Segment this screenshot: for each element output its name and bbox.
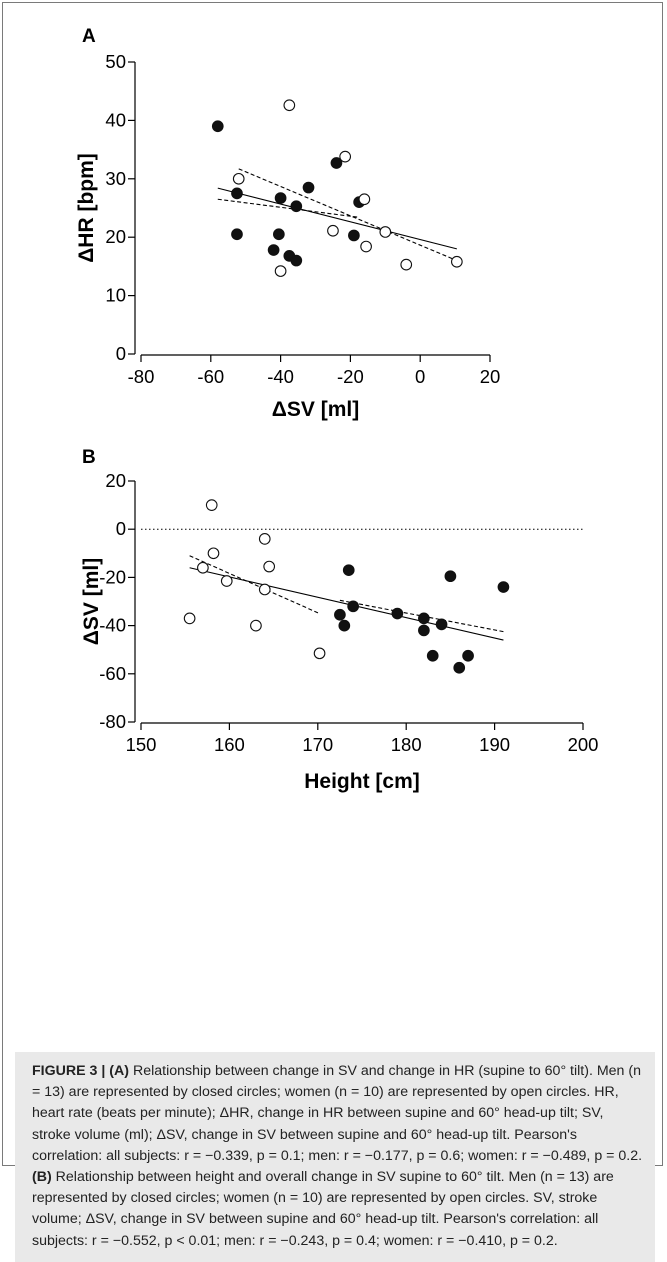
closed-circle-point bbox=[231, 187, 243, 200]
y-tick-label: 40 bbox=[105, 109, 126, 130]
caption-part-b-label: (B) bbox=[32, 1169, 52, 1186]
open-circle-point bbox=[220, 575, 233, 587]
open-circle-point bbox=[379, 226, 392, 238]
figure-caption: FIGURE 3 | (A) Relationship between chan… bbox=[15, 1052, 655, 1262]
open-circle-point bbox=[450, 255, 463, 268]
dashed-fit-line bbox=[217, 198, 360, 218]
x-tick-label: 180 bbox=[391, 734, 422, 755]
closed-circle-point bbox=[497, 581, 510, 593]
dashed-fit-line bbox=[189, 555, 320, 615]
closed-circle-point bbox=[231, 228, 243, 241]
caption-part-b-text: Relationship between height and overall … bbox=[32, 1169, 614, 1249]
y-axis-label: ΔHR [bpm] bbox=[75, 153, 98, 263]
open-circle-point bbox=[360, 240, 372, 253]
open-circle-point bbox=[400, 258, 413, 271]
open-circle-point bbox=[232, 172, 245, 185]
closed-circle-point bbox=[435, 618, 448, 631]
x-tick-label: -60 bbox=[197, 366, 224, 387]
closed-circle-point bbox=[391, 607, 404, 620]
caption-label: FIGURE 3 | bbox=[32, 1063, 106, 1079]
open-circle-point bbox=[250, 619, 262, 632]
open-circle-point bbox=[183, 612, 196, 625]
closed-circle-point bbox=[211, 120, 224, 133]
closed-circle-point bbox=[418, 612, 430, 625]
x-tick-label: -80 bbox=[128, 366, 155, 387]
closed-circle-point bbox=[347, 600, 360, 613]
dashed-fit-line bbox=[238, 168, 458, 262]
x-tick-label: 160 bbox=[214, 734, 245, 755]
open-circle-point bbox=[313, 647, 326, 660]
closed-circle-point bbox=[348, 229, 360, 242]
y-tick-label: -60 bbox=[99, 663, 126, 684]
closed-circle-point bbox=[444, 570, 457, 583]
x-tick-label: 0 bbox=[415, 366, 425, 387]
y-tick-label: 30 bbox=[105, 168, 126, 189]
caption-part-a-label: (A) bbox=[109, 1063, 129, 1079]
chart-panel-a: A -80 -60 -40 -20 0 20 0 10 20 30 40 50 ΔSV [ml] ΔHR [… bbox=[75, 26, 500, 421]
panel-label: B bbox=[82, 447, 96, 468]
y-tick-label: 0 bbox=[116, 343, 126, 364]
y-tick-label: 10 bbox=[105, 285, 126, 306]
open-circle-point bbox=[258, 583, 271, 596]
x-tick-label: 190 bbox=[479, 734, 510, 755]
open-circle-point bbox=[207, 547, 220, 560]
y-tick-label: -80 bbox=[99, 711, 126, 732]
solid-fit-line bbox=[189, 567, 504, 641]
x-tick-label: 200 bbox=[568, 734, 599, 755]
closed-circle-point bbox=[267, 244, 280, 256]
y-tick-label: 20 bbox=[105, 226, 126, 247]
open-circle-point bbox=[197, 561, 209, 574]
open-circle-point bbox=[327, 224, 339, 237]
closed-circle-point bbox=[418, 624, 430, 637]
x-tick-label: -20 bbox=[337, 366, 364, 387]
solid-fit-line bbox=[217, 187, 457, 250]
y-tick-label: 0 bbox=[116, 518, 126, 539]
closed-circle-point bbox=[273, 228, 285, 241]
open-circle-point bbox=[358, 193, 371, 206]
x-tick-label: 20 bbox=[480, 366, 501, 387]
closed-circle-point bbox=[462, 649, 474, 662]
x-tick-label: 170 bbox=[302, 734, 333, 755]
panel-label: A bbox=[82, 26, 96, 47]
x-axis-label: Height [cm] bbox=[304, 770, 420, 793]
caption-part-a-text: Relationship between change in SV and ch… bbox=[32, 1063, 643, 1164]
x-tick-label: 150 bbox=[126, 734, 157, 755]
y-tick-label: -40 bbox=[99, 615, 126, 636]
y-axis-label: ΔSV [ml] bbox=[80, 558, 103, 645]
closed-circle-point bbox=[342, 564, 355, 577]
closed-circle-point bbox=[274, 192, 287, 204]
closed-circle-point bbox=[334, 608, 346, 621]
closed-circle-point bbox=[290, 200, 303, 213]
y-tick-label: 20 bbox=[105, 470, 126, 491]
closed-circle-point bbox=[426, 649, 439, 662]
open-circle-point bbox=[274, 265, 287, 277]
closed-circle-point bbox=[330, 157, 343, 169]
open-circle-point bbox=[205, 499, 218, 511]
x-axis-label: ΔSV [ml] bbox=[272, 398, 359, 421]
x-tick-label: -40 bbox=[267, 366, 294, 387]
y-tick-label: 50 bbox=[105, 51, 126, 72]
open-circle-point bbox=[339, 150, 352, 163]
open-circle-point bbox=[283, 99, 296, 112]
closed-circle-point bbox=[290, 254, 303, 267]
open-circle-point bbox=[263, 560, 276, 573]
dashed-fit-line bbox=[339, 599, 504, 633]
closed-circle-point bbox=[302, 181, 315, 194]
y-tick-label: -20 bbox=[99, 566, 126, 587]
closed-circle-point bbox=[453, 661, 466, 674]
open-circle-point bbox=[258, 532, 271, 545]
closed-circle-point bbox=[338, 619, 351, 632]
chart-panel-b: B 150 160 170 180 190 200 -80 -60 -40 -20 0 20 Height… bbox=[80, 447, 598, 793]
